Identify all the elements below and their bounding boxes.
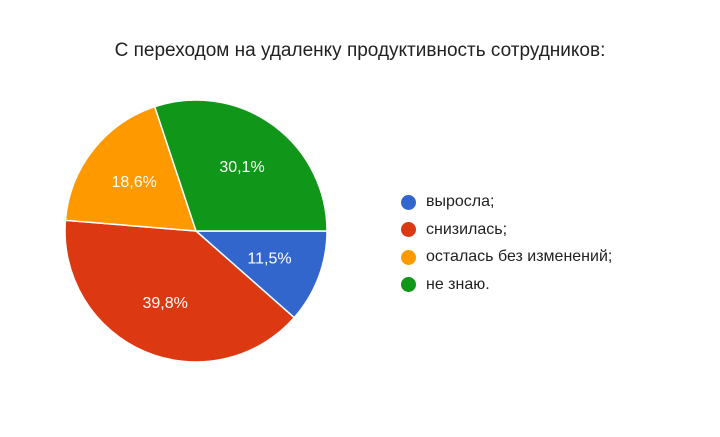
pie-slice-labels: 11,5% 39,8% 18,6% 30,1% xyxy=(112,159,292,312)
pie-slice-value-label: 30,1% xyxy=(219,159,264,176)
legend-item-snizilas[interactable]: снизилась; xyxy=(401,218,612,242)
legend-label: не знаю. xyxy=(426,275,490,293)
pie-slice[interactable] xyxy=(194,230,328,319)
legend-item-vyrosla[interactable]: выросла; xyxy=(401,190,612,214)
legend-swatch xyxy=(401,277,416,292)
legend-item-ne-znayu[interactable]: не знаю. xyxy=(401,273,612,297)
pie-slice[interactable] xyxy=(153,99,328,232)
legend-swatch xyxy=(401,249,416,265)
pie-slice-value-label: 11,5% xyxy=(247,250,291,267)
legend-swatch xyxy=(401,194,416,210)
pie-slice[interactable] xyxy=(64,219,296,363)
legend-label: осталась без изменений; xyxy=(426,248,613,265)
legend-swatch xyxy=(401,222,416,237)
pie-slice-value-label: 39,8% xyxy=(143,295,188,312)
pie-slice[interactable] xyxy=(64,105,198,232)
legend-label: выросла; xyxy=(426,193,495,210)
legend: выросла; снизилась; осталась без изменен… xyxy=(401,190,612,300)
pie-slice-value-label: 18,6% xyxy=(112,174,157,191)
legend-label: снизилась; xyxy=(426,220,508,238)
chart-title: С переходом на удаленку продуктивность с… xyxy=(114,40,606,61)
pie-slices xyxy=(64,99,328,363)
legend-item-ostalas[interactable]: осталась без изменений; xyxy=(401,245,612,269)
